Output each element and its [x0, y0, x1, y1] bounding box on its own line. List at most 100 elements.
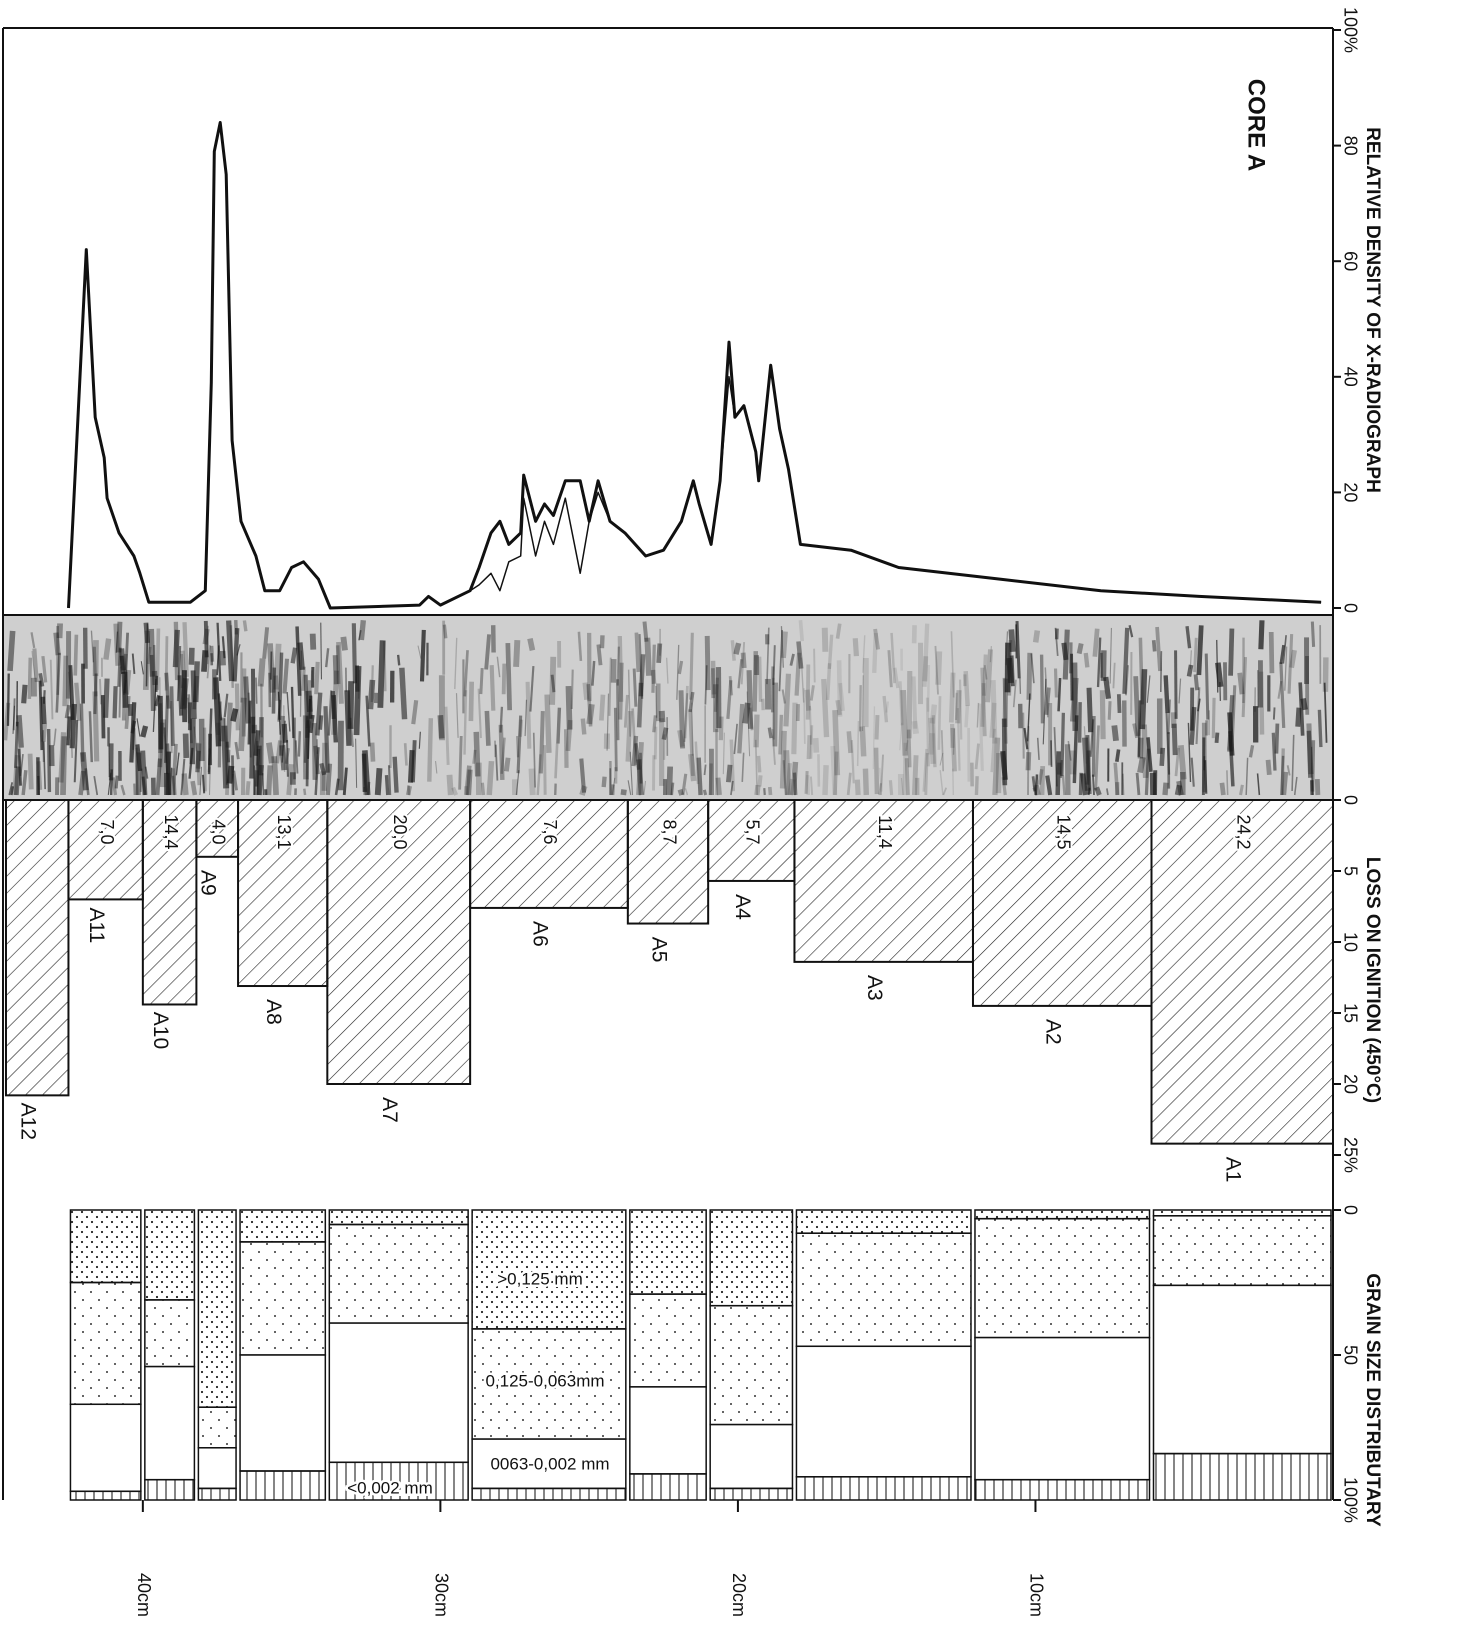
texture-stroke — [314, 723, 315, 780]
texture-stroke — [1309, 723, 1311, 774]
texture-stroke — [10, 631, 13, 671]
texture-stroke — [1085, 738, 1088, 791]
grain-segment — [1154, 1285, 1331, 1453]
texture-stroke — [1042, 655, 1043, 724]
texture-stroke — [530, 639, 532, 651]
texture-stroke — [679, 730, 682, 746]
texture-stroke — [1268, 760, 1269, 775]
texture-stroke — [316, 662, 317, 694]
texture-stroke — [1089, 688, 1091, 732]
texture-stroke — [301, 651, 302, 717]
texture-stroke — [194, 676, 197, 709]
texture-stroke — [592, 661, 594, 686]
texture-stroke — [354, 623, 355, 683]
texture-stroke — [679, 661, 681, 674]
texture-stroke — [1303, 699, 1305, 710]
texture-stroke — [212, 646, 213, 662]
texture-stroke — [966, 705, 967, 727]
texture-stroke — [710, 763, 711, 795]
texture-stroke — [292, 687, 293, 738]
texture-stroke — [664, 728, 666, 740]
texture-stroke — [137, 748, 138, 795]
texture-stroke — [359, 670, 360, 698]
texture-stroke — [60, 623, 61, 638]
texture-stroke — [293, 648, 295, 664]
grain-segment — [145, 1480, 195, 1500]
texture-stroke — [143, 726, 146, 737]
grain-segment — [1154, 1454, 1331, 1500]
texture-stroke — [877, 715, 878, 739]
texture-stroke — [321, 623, 322, 680]
texture-stroke — [598, 645, 600, 666]
texture-stroke — [647, 638, 649, 676]
texture-stroke — [460, 736, 462, 790]
texture-stroke — [838, 624, 840, 639]
texture-stroke — [756, 715, 757, 748]
value-label: 4,0 — [208, 819, 228, 844]
texture-stroke — [865, 769, 866, 795]
texture-stroke — [1106, 677, 1109, 699]
texture-stroke — [759, 756, 760, 772]
texture-stroke — [254, 725, 255, 766]
texture-stroke — [40, 673, 42, 686]
texture-stroke — [357, 665, 358, 691]
texture-stroke — [1011, 629, 1012, 651]
grain-segment — [1154, 1210, 1331, 1216]
sample-label: A1 — [1222, 1157, 1245, 1183]
grain-segment — [710, 1488, 792, 1500]
texture-stroke — [1046, 688, 1048, 715]
texture-stroke — [198, 743, 199, 768]
texture-stroke — [884, 696, 886, 722]
texture-stroke — [1063, 775, 1064, 795]
grain-segment — [145, 1367, 195, 1480]
texture-stroke — [615, 708, 616, 771]
texture-stroke — [44, 690, 45, 704]
sample-label: A5 — [647, 937, 670, 963]
texture-stroke — [68, 716, 69, 745]
texture-stroke — [482, 783, 483, 795]
texture-stroke — [876, 748, 877, 794]
texture-stroke — [794, 703, 795, 755]
texture-stroke — [209, 748, 210, 772]
grain-segment — [630, 1210, 706, 1294]
y-axis-label: LOSS ON IGNITION (450°C) — [1362, 857, 1383, 1103]
texture-stroke — [24, 685, 25, 703]
y-tick-label: 15 — [1340, 1003, 1360, 1023]
texture-stroke — [75, 635, 76, 676]
grain-segment — [240, 1355, 325, 1471]
texture-stroke — [408, 785, 409, 795]
texture-stroke — [386, 775, 387, 795]
texture-stroke — [545, 745, 546, 795]
texture-stroke — [640, 753, 641, 784]
grain-segment — [796, 1346, 971, 1477]
texture-stroke — [269, 743, 272, 763]
texture-stroke — [249, 701, 250, 745]
texture-stroke — [30, 754, 31, 790]
chart-title: CORE A — [1243, 79, 1270, 171]
texture-stroke — [731, 740, 733, 792]
texture-stroke — [489, 761, 491, 795]
texture-stroke — [106, 679, 107, 718]
texture-stroke — [65, 656, 66, 706]
texture-stroke — [1199, 625, 1201, 675]
texture-stroke — [1176, 650, 1177, 719]
texture-stroke — [259, 765, 261, 795]
texture-stroke — [299, 731, 300, 756]
texture-stroke — [636, 633, 638, 672]
texture-stroke — [1097, 787, 1100, 795]
texture-stroke — [1020, 678, 1021, 694]
series-label: <0,002 mm — [347, 1478, 433, 1497]
texture-stroke — [956, 693, 957, 720]
texture-stroke — [285, 659, 288, 694]
texture-stroke — [361, 620, 363, 640]
texture-stroke — [395, 757, 397, 793]
value-label: 24,2 — [1234, 814, 1254, 849]
texture-stroke — [175, 630, 177, 667]
loi-bar — [470, 800, 628, 908]
grain-segment — [70, 1210, 140, 1283]
texture-stroke — [116, 776, 117, 789]
texture-stroke — [70, 665, 72, 720]
texture-stroke — [1117, 750, 1119, 762]
texture-stroke — [728, 765, 730, 782]
texture-stroke — [931, 733, 932, 754]
